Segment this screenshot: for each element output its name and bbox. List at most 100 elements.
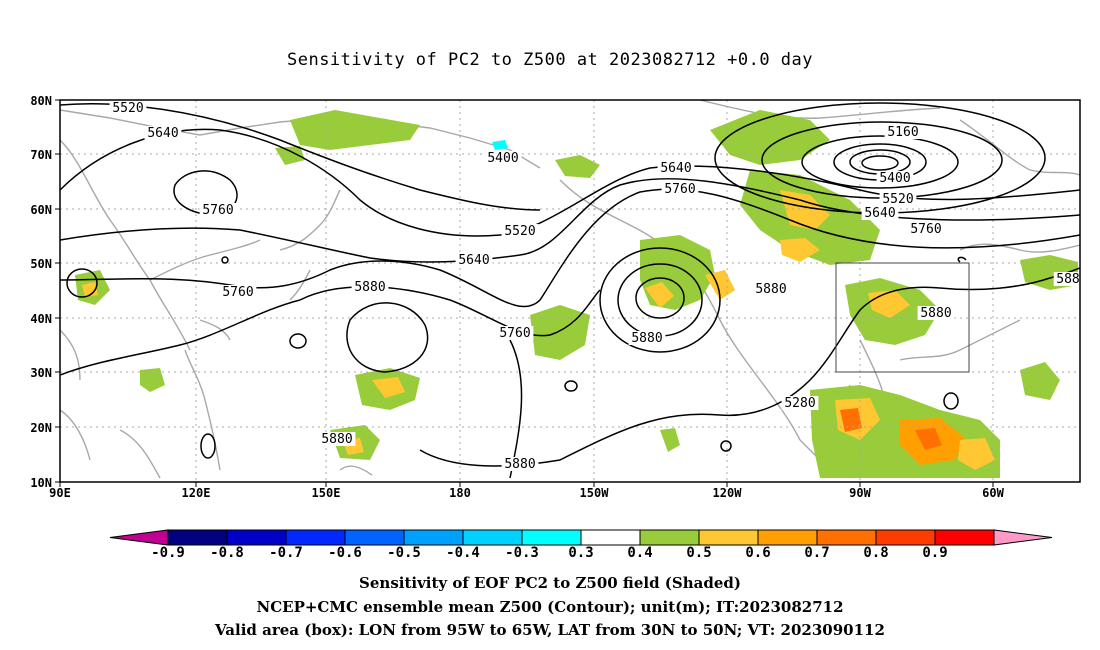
contour-label-bg [318,432,356,446]
contour-label-bg [199,203,237,217]
contour-label-bg [484,151,522,165]
contour-label-bg [879,192,917,206]
contour-label: 5760 [222,285,253,300]
contour-label: 5520 [112,101,143,116]
lat-label: 50N [30,257,52,271]
contour-label-bg [351,280,389,294]
colorbar-label: 0.8 [863,545,888,561]
colorbar-label: 0.9 [922,545,947,561]
contour-label-bg [876,171,914,185]
lat-label: 70N [30,148,52,162]
contour-label-bg [884,125,922,139]
colorbar-label: -0.7 [269,545,303,561]
colorbar-bin [757,529,818,546]
contour-label: 5880 [504,457,535,472]
colorbar-label: -0.8 [210,545,244,561]
map-frame [59,99,1081,483]
colorbar-bin [698,529,759,546]
longitude-labels: 90E 120E 150E 180 150W 120W 90W 60W [49,482,1005,500]
colorbar-bin [167,529,228,546]
lat-lon-grid [60,100,1080,482]
lon-label: 150W [580,486,610,500]
colorbar-bin [816,529,877,546]
contour-label: 5640 [864,206,895,221]
contour-label: 5280 [784,396,815,411]
contour-label: 5640 [147,126,178,141]
contour-label: 5760 [202,203,233,218]
colorbar-label: 0.4 [627,545,652,561]
contour-label-bg [657,161,695,175]
colorbar-label: -0.5 [387,545,421,561]
lat-label: 60N [30,203,52,217]
lon-label: 150E [312,486,341,500]
contour-label: 5880 [321,432,352,447]
colorbar-labels: -0.9 -0.8 -0.7 -0.6 -0.5 -0.4 -0.3 0.3 0.4 0.5 0.6… [151,545,948,561]
lat-label: 40N [30,312,52,326]
sensitivity-shading [75,110,1078,478]
lon-label: 90E [49,486,71,500]
contour-label-bg [861,206,899,220]
contour-label: 588 [1056,272,1079,287]
contour-label-bg [109,101,147,115]
contour-label-bg [661,182,699,196]
colorbar-bin [344,529,405,546]
colorbar-label: 0.3 [568,545,593,561]
contour-label: 5880 [354,280,385,295]
colorbar-bin [285,529,346,546]
contour-label-bg [917,306,955,320]
contour-label-bg [752,282,790,296]
contour-label: 5520 [504,224,535,239]
lat-label: 10N [30,476,52,490]
caption-line-1: Sensitivity of EOF PC2 to Z500 field (Sh… [359,574,741,592]
colorbar [109,529,1053,546]
colorbar-label: 0.5 [686,545,711,561]
colorbar-bin [462,529,523,546]
lat-label: 30N [30,366,52,380]
lon-label: 180 [449,486,471,500]
contour-label-bg [144,126,182,140]
contour-label: 5880 [631,331,662,346]
contour-label: 5400 [879,171,910,186]
contour-label-bg [219,285,257,299]
colorbar-label: 0.7 [804,545,829,561]
contour-label-bg [1053,272,1083,286]
contour-label-bg [455,253,493,267]
contour-labels: 5520564057605760540055205640588056405760… [109,101,1083,472]
contour-label: 5640 [458,253,489,268]
caption-line-2: NCEP+CMC ensemble mean Z500 (Contour); u… [256,598,844,616]
contour-label: 5760 [910,222,941,237]
contour-label-bg [907,222,945,236]
latitude-labels: 80N 70N 60N 50N 40N 30N 20N 10N [30,94,60,490]
colorbar-label: -0.6 [328,545,362,561]
colorbar-label: -0.4 [446,545,480,561]
colorbar-bin [934,529,995,546]
contour-label: 5160 [887,125,918,140]
contour-label: 5880 [920,306,951,321]
contour-label-bg [501,224,539,238]
colorbar-low-triangle [109,529,169,546]
contour-label-bg [496,326,534,340]
contour-label: 5760 [664,182,695,197]
colorbar-bin [639,529,700,546]
valid-area-box [835,262,970,373]
lon-label: 120W [713,486,743,500]
colorbar-bin [521,529,582,546]
colorbar-bin [403,529,464,546]
lon-label: 120E [182,486,211,500]
contour-label: 5400 [487,151,518,166]
plot-title: Sensitivity of PC2 to Z500 at 2023082712… [286,50,813,70]
contour-label: 5880 [755,282,786,297]
colorbar-label: 0.6 [745,545,770,561]
colorbar-label: -0.3 [505,545,539,561]
contour-label-bg [628,331,666,345]
contour-label: 5520 [882,192,913,207]
contour-label: 5760 [499,326,530,341]
caption-line-3: Valid area (box): LON from 95W to 65W, L… [215,621,885,639]
colorbar-bin [875,529,936,546]
colorbar-bin [226,529,287,546]
lon-label: 60W [982,486,1004,500]
colorbar-bin [580,529,641,546]
contour-label-bg [781,396,819,410]
contour-label: 5640 [660,161,691,176]
